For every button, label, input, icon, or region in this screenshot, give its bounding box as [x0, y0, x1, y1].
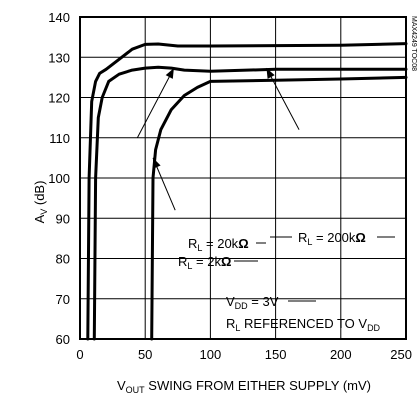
series-line-0	[86, 42, 408, 341]
label-vdd-rest: = 3V	[248, 294, 279, 309]
label-rl-20k: RL = 20kΩ	[188, 236, 249, 253]
y-tick-label: 110	[49, 131, 70, 146]
label-rl-200k: RL = 200kΩ	[298, 230, 366, 247]
x-tick-label: 100	[200, 347, 222, 362]
x-axis-title-rest: SWING FROM EITHER SUPPLY (mV)	[145, 378, 371, 393]
y-tick-label: 70	[56, 292, 70, 307]
x-tick-label: 50	[138, 347, 152, 362]
x-tick-label: 0	[76, 347, 83, 362]
y-axis-title-rest: (dB)	[32, 181, 47, 209]
label-rl-2k-main: R	[178, 254, 187, 269]
y-tick-label: 140	[48, 10, 70, 25]
x-axis-title: VOUT SWING FROM EITHER SUPPLY (mV)	[117, 378, 371, 395]
y-tick-labels: 60 70 80 90 100 110 120 130 140	[48, 10, 70, 347]
y-tick-label: 100	[48, 171, 70, 186]
label-rl-20k-rest: = 20k	[202, 236, 238, 251]
annotation-arrow-line-1	[266, 67, 300, 130]
label-rl-2k-sub: L	[187, 261, 192, 271]
annotation-arrow-line-0	[136, 67, 175, 138]
series-line-2	[150, 75, 408, 341]
y-tick-label: 90	[56, 211, 70, 226]
y-axis-title-sub: V	[39, 209, 49, 215]
annotation-arrow-head-0	[165, 68, 174, 79]
grid-lines	[79, 16, 407, 340]
label-rl-200k-unit: Ω	[355, 230, 365, 245]
x-axis-title-sub: OUT	[126, 385, 146, 395]
plot-frame	[79, 16, 407, 340]
label-rl-200k-sub: L	[307, 237, 312, 247]
label-rl-2k-unit: Ω	[221, 254, 231, 269]
label-rl-200k-rest: = 200k	[312, 230, 356, 245]
x-tick-label: 200	[330, 347, 352, 362]
annotation-arrow-head-1	[266, 68, 275, 79]
label-vdd-main: V	[226, 294, 235, 309]
annotation-arrows	[136, 67, 395, 302]
label-vdd-sub: DD	[235, 301, 248, 311]
y-tick-label: 60	[56, 332, 70, 347]
label-ref-sub2: DD	[367, 323, 380, 333]
x-axis-title-main: V	[117, 378, 126, 393]
label-rl-2k-rest: = 2k	[192, 254, 221, 269]
y-tick-label: 120	[48, 91, 70, 106]
label-ref-main: R	[226, 316, 235, 331]
label-rl-2k: RL = 2kΩ	[178, 254, 231, 271]
x-tick-labels: 0 50 100 150 200 250	[76, 347, 412, 362]
y-axis-title: AV (dB)	[32, 181, 49, 224]
label-rl-200k-main: R	[298, 230, 307, 245]
label-rl-20k-main: R	[188, 236, 197, 251]
y-axis-title-main: A	[32, 214, 47, 223]
label-rl-20k-unit: Ω	[238, 236, 248, 251]
figure-code: MAX4249 TOC08	[410, 16, 417, 71]
label-vdd: VDD = 3V	[226, 294, 279, 311]
y-tick-label: 130	[48, 50, 70, 65]
y-tick-label: 80	[56, 252, 70, 267]
label-ref-rest: REFERENCED TO V	[240, 316, 367, 331]
x-tick-label: 250	[390, 347, 412, 362]
annotation-arrow-head-2	[153, 157, 161, 169]
label-rl-reference: RL REFERENCED TO VDD	[226, 316, 381, 333]
series-line-1	[92, 65, 408, 341]
series-curves	[86, 42, 408, 341]
label-ref-sub: L	[235, 323, 240, 333]
x-tick-label: 150	[265, 347, 287, 362]
label-rl-20k-sub: L	[197, 243, 202, 253]
